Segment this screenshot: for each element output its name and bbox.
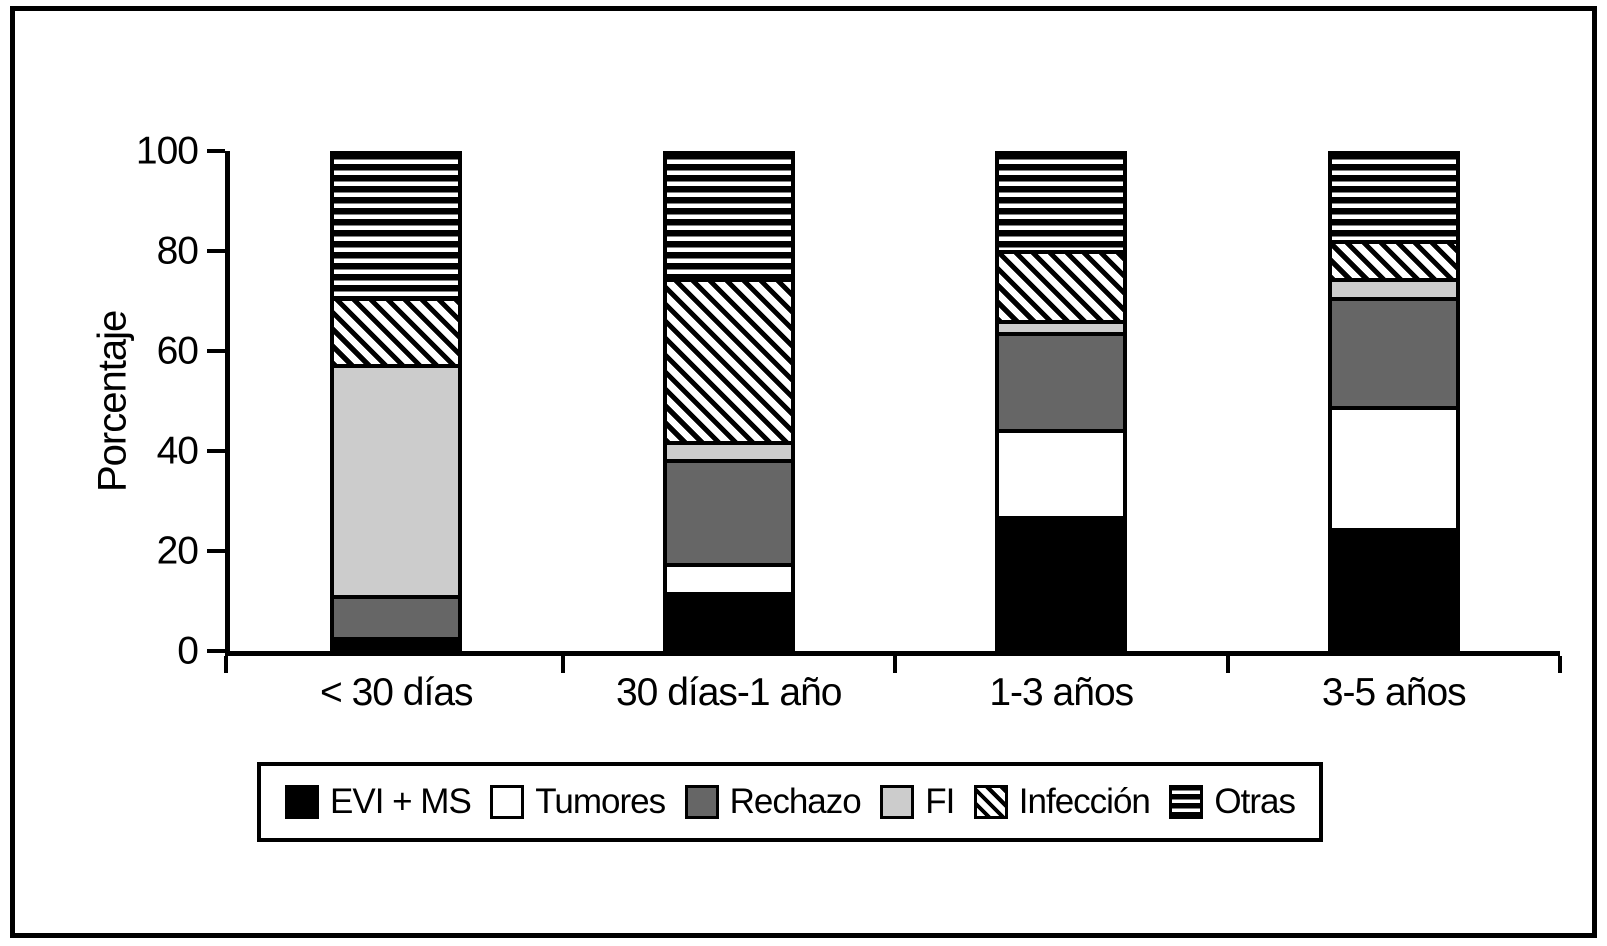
bar-segment xyxy=(332,366,461,597)
legend-label: Rechazo xyxy=(729,782,862,821)
legend-swatch xyxy=(880,785,915,819)
y-tick-label: 60 xyxy=(156,329,199,373)
bar-segment xyxy=(332,596,461,640)
stacked-bar xyxy=(995,151,1128,651)
legend-swatch xyxy=(490,785,525,819)
bar-segment xyxy=(664,279,793,444)
y-tick-label: 20 xyxy=(156,529,199,573)
x-tick-mark xyxy=(893,656,897,673)
y-tick-mark xyxy=(207,149,225,153)
bar-segment xyxy=(997,430,1126,518)
stacked-bar xyxy=(1327,151,1460,651)
plot-area: 0 20 40 60 80 100 < 30 días 30 días-1 año 1-3 añ… xyxy=(136,132,1562,714)
stacked-bar xyxy=(662,151,795,651)
legend-swatch xyxy=(285,785,319,819)
legend-item: Otras xyxy=(1169,782,1296,822)
legend-label: FI xyxy=(925,782,955,821)
x-tick-mark xyxy=(223,656,228,673)
legend-item: Rechazo xyxy=(684,782,862,822)
legend-item: Infección xyxy=(973,782,1151,822)
x-tick-mark xyxy=(560,656,565,673)
legend-item: FI xyxy=(880,782,955,822)
bar-segment xyxy=(997,334,1126,431)
bar-segment xyxy=(997,321,1126,335)
category-label: 3-5 años xyxy=(1321,671,1467,714)
legend-swatch xyxy=(1169,785,1204,819)
x-tick-mark xyxy=(1558,656,1562,673)
y-tick-mark xyxy=(207,349,225,353)
legend-swatch xyxy=(973,785,1008,819)
x-tick-mark xyxy=(1225,656,1230,673)
bar-segment xyxy=(332,153,461,300)
bar-segment xyxy=(1329,153,1458,243)
bar-segment xyxy=(664,594,793,649)
figure-frame: Porcentaje 0 20 40 60 80 100 < 30 días 30 días-… xyxy=(10,6,1597,938)
y-axis-title: Porcentaje xyxy=(90,310,135,492)
legend: EVI + MS Tumores Rechazo FI Infección Otras xyxy=(257,762,1323,842)
bar-segment xyxy=(997,517,1126,649)
category-label: < 30 días xyxy=(319,671,474,714)
y-tick-label: 0 xyxy=(177,629,199,673)
y-tick-mark xyxy=(207,649,225,653)
y-tick-mark xyxy=(207,449,225,453)
legend-label: Tumores xyxy=(535,782,666,821)
legend-item: Tumores xyxy=(490,782,666,822)
y-tick-label: 100 xyxy=(135,129,199,173)
bar-segment xyxy=(664,564,793,595)
legend-label: Otras xyxy=(1214,782,1296,821)
bar-segment xyxy=(664,443,793,461)
category-label: 1-3 años xyxy=(989,671,1134,714)
bar-segment xyxy=(664,460,793,565)
bar-segment xyxy=(997,252,1126,322)
bar-segment xyxy=(332,299,461,367)
bar-segment xyxy=(664,153,793,280)
y-tick-mark xyxy=(207,549,225,553)
bar-segment xyxy=(1329,529,1458,649)
y-tick-mark xyxy=(207,249,225,253)
bar-segment xyxy=(332,639,461,649)
bar-segment xyxy=(1329,242,1458,280)
bar-segment xyxy=(1329,299,1458,409)
bar-segment xyxy=(1329,408,1458,530)
bar-segment xyxy=(1329,279,1458,300)
legend-item: EVI + MS xyxy=(285,782,472,822)
y-tick-label: 40 xyxy=(156,429,199,473)
legend-label: EVI + MS xyxy=(330,782,472,821)
legend-swatch xyxy=(684,785,719,819)
bar-segment xyxy=(997,153,1126,253)
legend-label: Infección xyxy=(1018,782,1151,821)
y-tick-label: 80 xyxy=(156,229,199,273)
category-label: 30 días-1 año xyxy=(615,671,843,714)
stacked-bar xyxy=(330,151,463,651)
